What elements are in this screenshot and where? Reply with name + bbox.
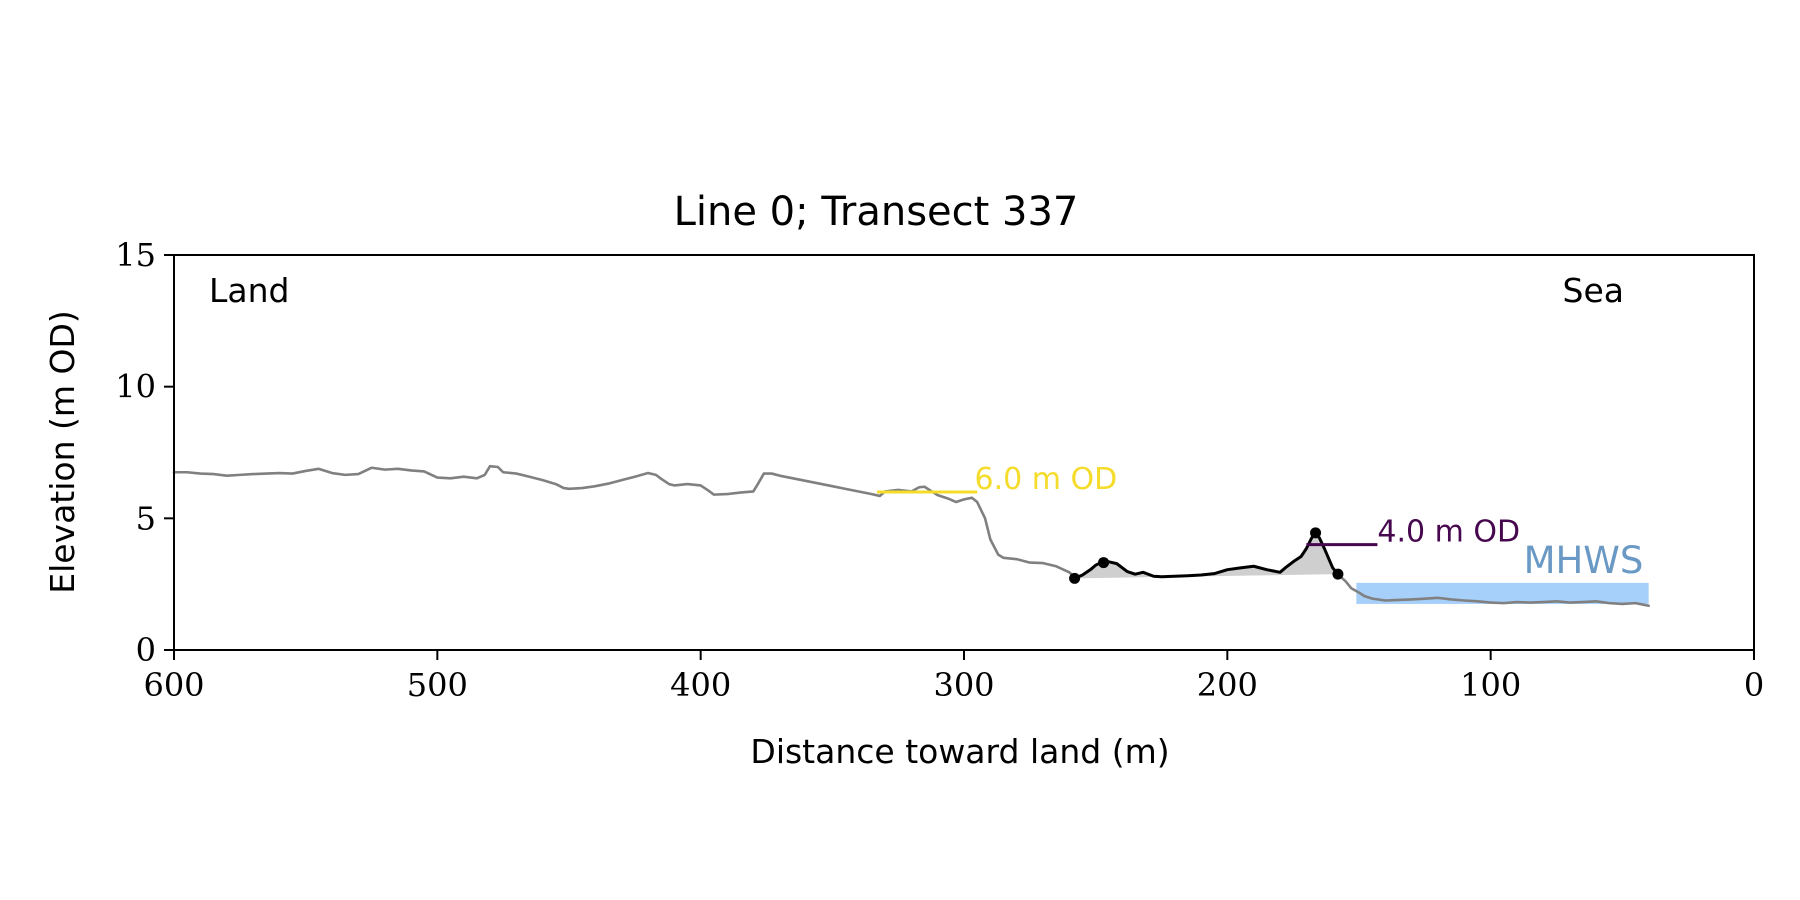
profile-line-0 [172, 464, 1076, 579]
x-tick-label: 400 [670, 666, 731, 704]
x-tick-label: 500 [407, 666, 468, 704]
y-tick-label: 10 [115, 368, 156, 406]
x-tick-label: 300 [933, 666, 994, 704]
x-axis-label: Distance toward land (m) [750, 732, 1169, 771]
profile-line-1 [1336, 572, 1650, 608]
y-tick-label: 5 [136, 499, 156, 537]
y-axis-label: Elevation (m OD) [43, 310, 82, 594]
threshold-label-0: 6.0 m OD [975, 462, 1118, 497]
x-tick-label: 200 [1197, 666, 1258, 704]
y-axis: 0 5 10 15 [115, 236, 174, 669]
y-tick-label: 15 [115, 236, 156, 274]
dune-point-marker-2 [1310, 527, 1322, 539]
sea-label: Sea [1563, 271, 1624, 310]
dune-point-marker-1 [1098, 557, 1110, 569]
y-tick-label: 0 [136, 631, 156, 669]
x-tick-label: 0 [1744, 666, 1764, 704]
dune-fill-area [1074, 532, 1338, 579]
x-tick-label: 600 [143, 666, 204, 704]
threshold-label-1: 4.0 m OD [1377, 515, 1520, 550]
chart-title: Line 0; Transect 337 [674, 189, 1079, 235]
x-tick-label: 100 [1460, 666, 1521, 704]
land-label: Land [209, 271, 289, 310]
mhws-label: MHWS [1524, 539, 1644, 582]
dune-point-marker-0 [1069, 572, 1081, 584]
dune-point-marker-3 [1332, 568, 1344, 580]
x-axis: 600 500 400 300 200 100 0 [143, 650, 1764, 704]
